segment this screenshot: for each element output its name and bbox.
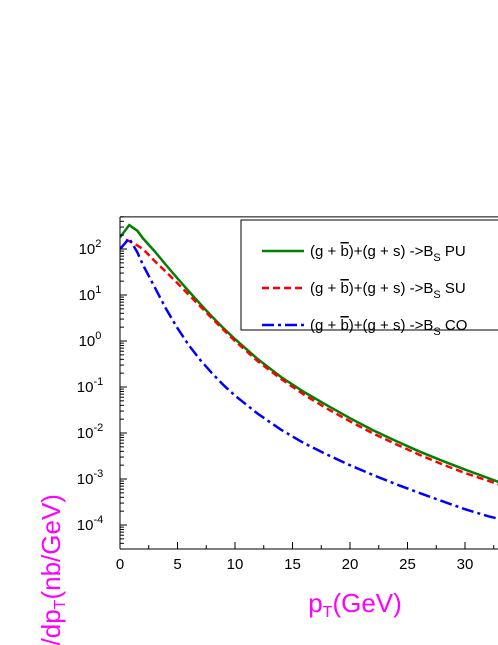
x-tick-label: 20 xyxy=(342,556,359,573)
y-ticks: 10-4 10-3 10-2 10-1 100 101 102 xyxy=(77,216,127,550)
x-tick-label: 25 xyxy=(399,556,416,573)
y-tick-label: 101 xyxy=(79,284,102,304)
y-tick-label: 10-1 xyxy=(77,376,103,396)
legend-box xyxy=(240,219,498,331)
y-tick-label: 102 xyxy=(79,238,102,258)
x-ticks: 0 5 10 15 20 25 30 xyxy=(116,542,495,573)
x-tick-label: 5 xyxy=(173,556,181,573)
series-line-3 xyxy=(120,236,498,520)
legend-label-1: (g + b)+(g + s) ->BS PU xyxy=(310,243,466,264)
y-tick-label: 10-3 xyxy=(77,468,103,488)
series-layer xyxy=(120,223,498,520)
y-axis-title: dσ/dpT(nb/GeV) xyxy=(36,494,69,645)
y-tick-label: 10-4 xyxy=(77,514,103,534)
legend-label-3: (g + b)+(g + s) ->BS CO xyxy=(310,317,467,338)
plot-area: (g + b)+(g + s) ->BS PU (g + b)+(g + s) -… xyxy=(77,216,498,573)
x-tick-label: 10 xyxy=(227,556,244,573)
y-tick-label: 10-2 xyxy=(77,422,103,442)
x-tick-label: 0 xyxy=(116,556,124,573)
legend: (g + b)+(g + s) ->BS PU (g + b)+(g + s) -… xyxy=(240,219,498,338)
x-axis-title: pT(GeV) xyxy=(308,588,402,621)
x-tick-label: 15 xyxy=(284,556,301,573)
series-line-2 xyxy=(125,238,498,486)
x-tick-label: 30 xyxy=(457,556,474,573)
series-line-1 xyxy=(120,223,498,483)
y-tick-label: 100 xyxy=(79,330,102,350)
legend-label-2: (g + b)+(g + s) ->BS SU xyxy=(310,280,466,301)
axes: 0 5 10 15 20 25 30 10-4 10-3 10-2 10-1 100 101 102 xyxy=(77,216,498,573)
